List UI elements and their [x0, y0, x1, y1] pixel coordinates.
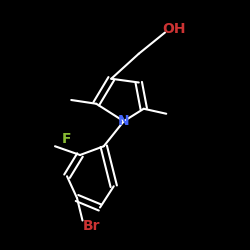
Text: F: F [62, 132, 71, 146]
Text: OH: OH [162, 22, 186, 36]
Text: Br: Br [82, 219, 100, 233]
Text: N: N [118, 114, 130, 128]
